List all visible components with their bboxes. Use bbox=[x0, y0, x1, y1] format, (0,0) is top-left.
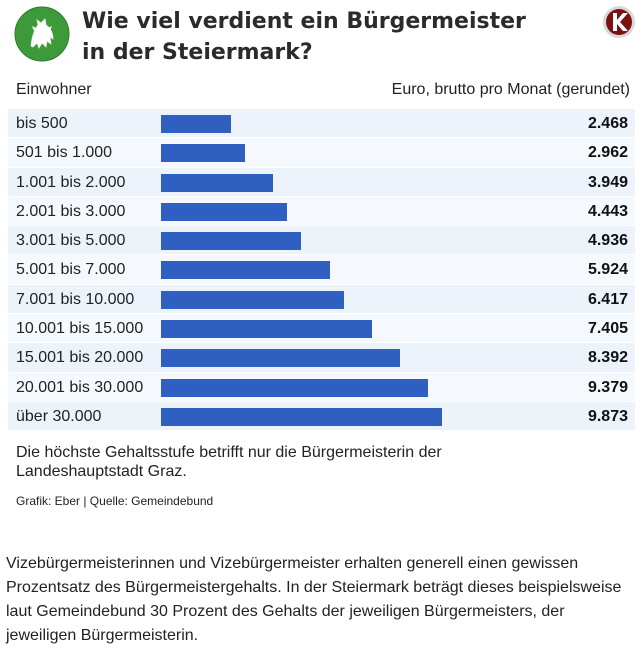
chart-header: Wie viel verdient ein Bürgermeister in d… bbox=[0, 0, 643, 70]
value-label: 3.949 bbox=[587, 173, 628, 191]
bar-row: 1.001 bis 2.000 3.949 bbox=[8, 167, 635, 197]
article-paragraph: Vizebürgermeisterinnen und Vizebürgermei… bbox=[6, 555, 622, 644]
chart-note: Die höchste Gehaltsstufe betrifft nur di… bbox=[16, 444, 442, 480]
category-label: 10.001 bis 15.000 bbox=[16, 320, 144, 338]
bar bbox=[161, 349, 400, 368]
value-label: 2.468 bbox=[587, 115, 628, 132]
value-label: 7.405 bbox=[587, 320, 628, 338]
bar-row: über 30.000 9.873 bbox=[8, 401, 635, 432]
bar-row: 10.001 bis 15.000 7.405 bbox=[8, 314, 635, 344]
value-label: 9.873 bbox=[587, 407, 628, 425]
value-label: 9.379 bbox=[587, 378, 628, 396]
category-label: 1.001 bis 2.000 bbox=[16, 173, 126, 191]
bar-row: 7.001 bis 10.000 6.417 bbox=[8, 284, 635, 315]
bar-row: 20.001 bis 30.000 9.379 bbox=[8, 372, 635, 402]
category-label: 501 bis 1.000 bbox=[16, 144, 113, 162]
category-label: 7.001 bis 10.000 bbox=[16, 290, 135, 308]
chart-title: Wie viel verdient ein Bürgermeister in d… bbox=[82, 9, 526, 65]
bar-row: 15.001 bis 20.000 8.392 bbox=[8, 343, 635, 373]
category-label: 20.001 bis 30.000 bbox=[16, 378, 144, 396]
category-label: 2.001 bis 3.000 bbox=[16, 202, 126, 220]
category-label: 3.001 bis 5.000 bbox=[16, 232, 126, 250]
styria-coat-of-arms-icon bbox=[14, 6, 70, 62]
bar-row: bis 500 2.468 bbox=[8, 109, 635, 139]
bar bbox=[161, 202, 287, 221]
publisher-brand-icon[interactable] bbox=[602, 5, 636, 39]
value-label: 4.443 bbox=[587, 202, 628, 220]
bar bbox=[161, 173, 273, 192]
value-label: 8.392 bbox=[587, 349, 628, 367]
category-label: 5.001 bis 7.000 bbox=[16, 261, 126, 279]
bar bbox=[161, 320, 372, 339]
bar bbox=[161, 407, 442, 426]
category-label: über 30.000 bbox=[16, 407, 102, 425]
x-axis-label: Euro, brutto pro Monat (gerundet) bbox=[391, 81, 630, 98]
value-label: 6.417 bbox=[587, 290, 628, 308]
bar bbox=[161, 261, 330, 280]
bar-chart: bis 500 2.468 501 bis 1.000 2.962 1.001 bis … bbox=[8, 109, 635, 432]
value-label: 5.924 bbox=[587, 261, 628, 279]
bar bbox=[161, 232, 301, 251]
bar-row: 2.001 bis 3.000 4.443 bbox=[8, 196, 635, 227]
category-label: bis 500 bbox=[16, 115, 68, 132]
bar-row: 3.001 bis 5.000 4.936 bbox=[8, 226, 635, 256]
chart-source: Grafik: Eber | Quelle: Gemeindebund bbox=[16, 494, 214, 508]
bar-row: 501 bis 1.000 2.962 bbox=[8, 138, 635, 168]
value-label: 2.962 bbox=[587, 144, 628, 162]
bar bbox=[161, 115, 231, 133]
bar bbox=[161, 144, 245, 163]
category-label: 15.001 bis 20.000 bbox=[16, 349, 144, 367]
y-axis-label: Einwohner bbox=[16, 81, 92, 98]
value-label: 4.936 bbox=[587, 232, 628, 250]
bar bbox=[161, 378, 428, 397]
bar-row: 5.001 bis 7.000 5.924 bbox=[8, 255, 635, 285]
bar bbox=[161, 290, 344, 309]
